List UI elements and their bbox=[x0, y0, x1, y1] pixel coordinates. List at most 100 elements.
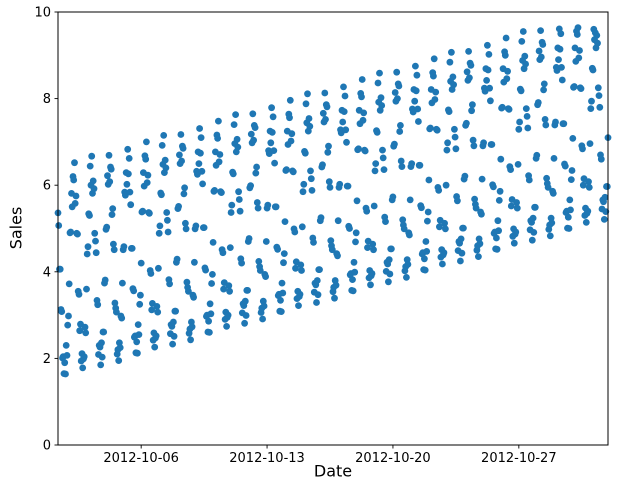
data-point bbox=[537, 27, 544, 34]
data-point bbox=[98, 353, 106, 361]
data-point bbox=[510, 239, 518, 247]
data-point bbox=[484, 41, 491, 49]
data-point bbox=[120, 243, 128, 251]
data-point bbox=[359, 116, 367, 124]
data-point bbox=[55, 222, 63, 229]
data-point bbox=[198, 167, 206, 175]
data-point bbox=[260, 302, 268, 310]
data-point bbox=[328, 246, 336, 254]
data-point bbox=[570, 83, 578, 90]
data-point bbox=[256, 267, 264, 274]
data-point bbox=[435, 187, 443, 194]
data-point bbox=[374, 79, 382, 87]
data-point bbox=[411, 97, 419, 105]
data-point bbox=[349, 276, 356, 283]
data-point bbox=[316, 266, 323, 273]
data-point bbox=[451, 125, 458, 133]
data-point bbox=[94, 301, 102, 309]
data-point bbox=[515, 125, 523, 133]
data-point bbox=[223, 323, 231, 330]
data-point bbox=[302, 100, 310, 108]
data-point bbox=[421, 266, 429, 274]
data-point bbox=[296, 290, 304, 298]
data-point bbox=[463, 119, 470, 127]
data-point bbox=[214, 135, 222, 142]
data-point bbox=[558, 76, 566, 84]
data-point bbox=[111, 299, 119, 307]
data-point bbox=[505, 106, 513, 113]
data-point bbox=[277, 297, 284, 304]
data-point bbox=[235, 188, 243, 196]
data-point bbox=[103, 223, 111, 231]
data-point bbox=[522, 105, 530, 112]
data-point bbox=[523, 113, 531, 120]
data-point bbox=[155, 229, 163, 237]
data-point bbox=[208, 280, 216, 287]
data-point bbox=[493, 245, 501, 253]
data-point bbox=[327, 237, 335, 245]
data-point bbox=[533, 151, 541, 159]
data-point bbox=[587, 105, 595, 112]
data-point bbox=[79, 364, 87, 372]
data-point bbox=[158, 191, 165, 199]
data-point bbox=[298, 267, 305, 274]
data-point bbox=[220, 285, 228, 293]
data-point bbox=[596, 103, 604, 111]
x-tick-label: 2012-10-13 bbox=[229, 451, 305, 466]
data-point bbox=[305, 115, 313, 122]
data-point bbox=[360, 109, 368, 117]
data-point bbox=[84, 243, 92, 251]
data-point bbox=[181, 184, 189, 192]
data-point bbox=[352, 238, 359, 246]
data-point bbox=[148, 306, 156, 314]
data-point bbox=[586, 140, 594, 148]
data-point bbox=[82, 329, 90, 337]
data-point bbox=[530, 229, 538, 236]
data-point bbox=[152, 332, 160, 340]
data-point bbox=[529, 214, 537, 222]
data-point bbox=[391, 140, 398, 148]
data-point bbox=[236, 207, 244, 215]
data-point bbox=[475, 253, 482, 260]
data-point bbox=[597, 155, 605, 163]
data-point bbox=[185, 287, 192, 295]
data-point bbox=[101, 276, 109, 284]
data-point bbox=[252, 169, 260, 177]
data-point bbox=[146, 209, 153, 217]
y-tick-label: 2 bbox=[43, 352, 51, 367]
y-tick-label: 4 bbox=[43, 265, 51, 280]
data-point bbox=[251, 124, 259, 131]
data-point bbox=[418, 204, 425, 212]
data-point bbox=[497, 155, 505, 163]
data-point bbox=[579, 181, 587, 189]
data-point bbox=[593, 32, 601, 39]
data-point bbox=[577, 85, 585, 92]
data-point bbox=[540, 86, 547, 94]
data-point bbox=[170, 318, 177, 326]
data-point bbox=[226, 287, 234, 295]
data-point bbox=[400, 225, 408, 233]
data-point bbox=[380, 166, 388, 174]
data-point bbox=[486, 84, 493, 92]
data-point bbox=[469, 136, 477, 144]
data-point bbox=[602, 208, 610, 216]
data-point bbox=[439, 260, 446, 268]
data-point bbox=[382, 218, 389, 226]
data-point bbox=[133, 338, 141, 346]
data-point bbox=[216, 151, 224, 158]
data-point bbox=[229, 170, 237, 178]
data-point bbox=[228, 201, 236, 209]
data-point bbox=[579, 145, 586, 153]
data-point bbox=[209, 271, 216, 278]
data-point bbox=[442, 181, 450, 189]
data-point bbox=[176, 151, 183, 159]
data-point bbox=[412, 62, 419, 70]
data-point bbox=[525, 176, 533, 184]
data-point bbox=[468, 107, 475, 115]
data-point bbox=[308, 187, 316, 194]
data-point bbox=[476, 240, 484, 248]
data-point bbox=[331, 294, 338, 302]
data-point bbox=[249, 110, 257, 118]
data-point bbox=[134, 349, 141, 357]
data-point bbox=[368, 270, 376, 277]
